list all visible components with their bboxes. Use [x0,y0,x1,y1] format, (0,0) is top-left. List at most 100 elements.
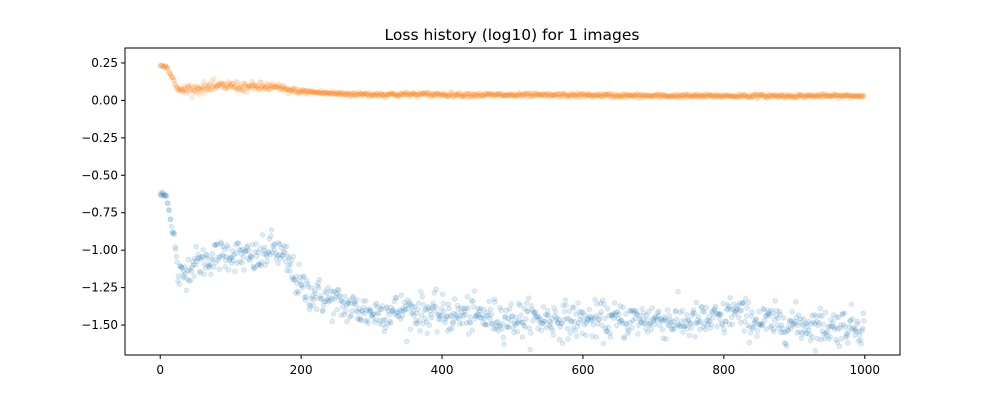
data-point [275,82,282,88]
data-point [475,311,482,318]
data-point [294,86,301,93]
data-point [497,304,503,311]
data-point [516,300,522,307]
data-point [487,306,494,313]
data-point [172,82,179,88]
data-point [552,308,559,315]
data-point [399,91,405,97]
data-point [673,308,679,314]
data-point [610,310,617,317]
data-point [685,316,691,323]
data-point [368,312,375,319]
data-point [375,93,382,99]
data-point [178,87,185,94]
data-point [358,317,364,323]
data-point [298,89,304,95]
data-point [412,320,419,327]
data-point [339,90,346,96]
data-point [462,90,469,97]
data-point [699,304,705,310]
data-point [840,322,847,328]
data-point [827,334,834,340]
data-point [384,304,390,311]
data-point [828,317,834,323]
data-point [361,310,368,317]
data-point [252,82,259,89]
data-point [351,298,358,305]
data-point [692,320,699,327]
data-point [336,90,342,97]
data-point [788,318,795,325]
data-point [318,296,325,302]
data-point [493,319,500,326]
data-point [709,308,715,315]
data-point [215,82,221,89]
data-point [774,322,781,328]
data-point [538,327,545,333]
data-point [435,312,441,318]
data-point [861,318,867,324]
data-point [240,87,247,94]
data-point [589,333,595,339]
data-point [287,87,294,93]
data-point [277,255,284,262]
data-point [519,334,526,340]
data-point [835,326,841,332]
data-point [403,303,409,309]
data-point [245,83,252,90]
data-point [330,88,337,95]
data-point [267,251,273,258]
data-point [659,317,665,324]
data-point [630,317,636,324]
data-point [418,288,424,295]
data-point [409,90,416,97]
data-point [169,230,176,236]
data-point [759,320,765,327]
data-point [414,320,421,327]
data-point [764,311,771,317]
data-point [457,92,464,98]
data-point [194,85,201,92]
data-point [389,308,395,314]
data-point [425,304,431,310]
data-point [263,251,269,257]
data-point [471,288,478,294]
data-point [649,315,656,322]
data-point [396,93,402,100]
data-point [192,262,199,268]
data-point [331,296,338,303]
data-point [736,300,743,307]
data-point [508,301,514,307]
data-point [388,89,395,96]
data-point [635,331,641,337]
data-point [439,312,445,318]
data-point [683,311,690,318]
data-point [773,307,780,314]
data-point [397,316,404,322]
data-point [570,325,576,332]
data-point [275,240,282,246]
data-point [482,321,489,328]
data-point [375,304,381,311]
data-point [542,318,548,325]
data-point [187,277,194,284]
data-point [795,312,802,318]
data-point [232,83,238,90]
data-point [351,89,357,96]
data-point [297,274,304,280]
data-point [356,305,362,312]
data-point [344,318,350,325]
data-point [752,318,758,325]
data-point [804,323,811,330]
data-point [230,84,237,91]
data-point [791,321,798,327]
data-point [523,300,530,306]
data-point [258,79,264,86]
data-point [216,266,223,273]
data-point [482,321,488,328]
data-point [658,315,664,322]
data-point [474,311,481,317]
data-point [229,81,235,87]
data-point [679,307,686,314]
data-point [235,240,242,247]
